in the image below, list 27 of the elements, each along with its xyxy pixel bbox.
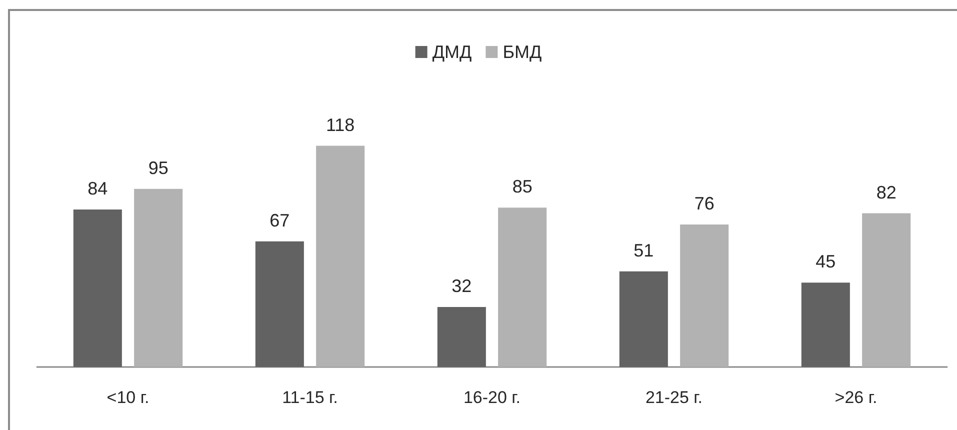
data-label: 95	[148, 158, 168, 178]
data-label: 32	[452, 276, 472, 296]
bar	[862, 213, 911, 367]
bar	[680, 224, 729, 367]
x-tick-label: 11-15 г.	[282, 388, 338, 407]
x-tick-label: <10 г.	[106, 388, 150, 407]
bar	[134, 188, 183, 367]
bar	[437, 307, 486, 367]
data-label: 118	[326, 114, 355, 135]
data-label: 51	[634, 240, 654, 260]
data-label: 82	[876, 182, 896, 202]
x-tick-label: >26 г.	[834, 388, 878, 407]
data-label: 76	[694, 194, 714, 214]
x-tick-label: 21-25 г.	[645, 388, 703, 407]
bar	[801, 282, 850, 367]
bar	[316, 146, 365, 367]
legend-label: ДМД	[432, 42, 472, 62]
bar	[498, 208, 547, 367]
data-label: 84	[88, 178, 108, 198]
legend-label: БМД	[502, 42, 542, 62]
data-label: 67	[270, 210, 290, 230]
x-tick-label: 16-20 г.	[463, 388, 521, 407]
bar	[255, 241, 304, 367]
bar	[619, 271, 668, 367]
data-label: 45	[816, 252, 836, 272]
bar	[73, 210, 122, 367]
data-label: 85	[512, 176, 532, 197]
